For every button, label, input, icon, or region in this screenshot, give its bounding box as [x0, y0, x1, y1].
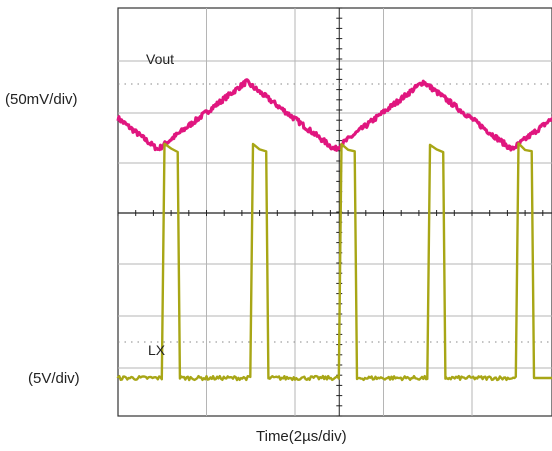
plot-frame: [117, 7, 552, 417]
vout-trace-label: Vout: [146, 51, 175, 67]
lx-trace: [116, 142, 552, 382]
grid: [117, 7, 552, 417]
x-axis-label: Time(2µs/div): [256, 428, 347, 445]
vout-scale-label: (50mV/div): [5, 91, 78, 108]
vout-trace: [116, 78, 552, 152]
traces: [116, 78, 552, 382]
lx-trace-label: LX: [148, 342, 166, 358]
lx-scale-label: (5V/div): [28, 370, 80, 387]
